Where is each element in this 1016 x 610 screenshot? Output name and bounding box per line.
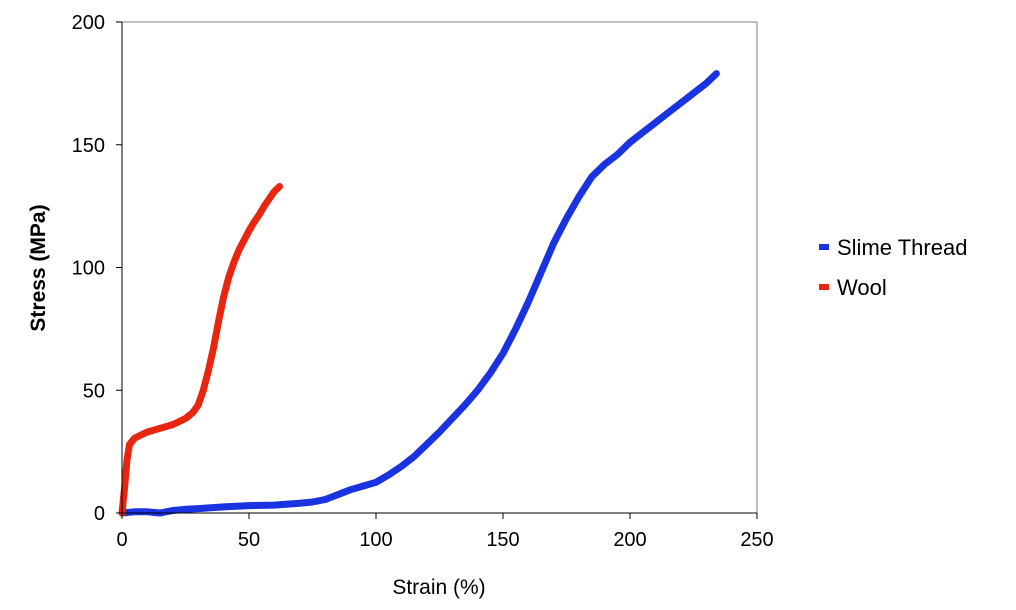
legend-label-slime-thread: Slime Thread [837,235,967,260]
series-layer [118,70,720,517]
series-line-slime-thread [118,70,720,517]
y-tick-label: 100 [72,258,105,280]
y-axis-title: Stress (MPa) [27,204,50,331]
x-axis-title: Strain (%) [392,576,485,599]
ticks-layer: 0 50 100 150 200 250 0 50 100 150 200 [72,12,774,551]
legend-label-wool: Wool [837,275,887,300]
plot-frame [121,21,758,514]
legend-swatch-slime-thread [819,244,829,250]
legend-swatch-wool [819,284,829,290]
y-tick-label: 50 [83,380,105,402]
legend: Slime Thread Wool [819,235,967,300]
x-tick-label: 100 [359,529,392,551]
x-tick-label: 250 [740,529,773,551]
series-line-wool [118,183,283,517]
axes-layer [121,22,757,514]
legend-item-slime-thread: Slime Thread [819,235,967,260]
x-tick-label: 50 [238,529,260,551]
legend-item-wool: Wool [819,275,887,300]
y-tick-label: 0 [94,503,105,525]
x-tick-label: 200 [613,529,646,551]
x-tick-label: 150 [486,529,519,551]
y-tick-label: 200 [72,12,105,34]
plot-area [121,21,758,514]
x-tick-label: 0 [116,529,127,551]
y-tick-label: 150 [72,135,105,157]
